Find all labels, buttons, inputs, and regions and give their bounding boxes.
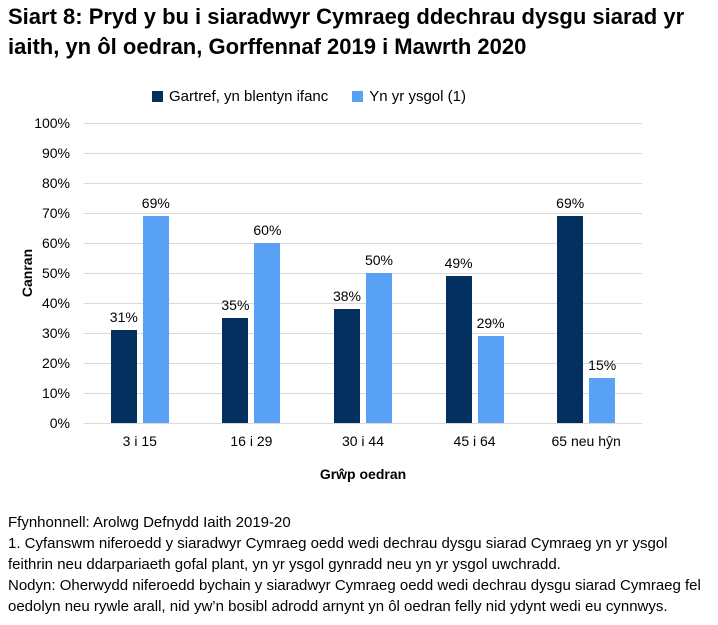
legend: Gartref, yn blentyn ifanc Yn yr ysgol (1) (0, 88, 718, 105)
gridline (84, 423, 642, 424)
y-tick-label: 90% (41, 145, 70, 161)
bar: 60% (253, 222, 281, 423)
bar-value-label: 50% (364, 252, 393, 268)
chart-title: Siart 8: Pryd y bu i siaradwyr Cymraeg d… (8, 4, 685, 59)
y-axis-ticks: 0% 10% 20% 30% 40% 50% 60% 70% 80% 90% 100% (0, 115, 70, 431)
y-tick-label: 80% (41, 175, 70, 191)
gridline (84, 363, 642, 364)
legend-label: Yn yr ysgol (1) (369, 88, 466, 105)
legend-item: Yn yr ysgol (1) (352, 88, 466, 105)
bar-value-label: 31% (109, 309, 138, 325)
bar: 69% (142, 195, 170, 423)
bar-value-label: 38% (332, 288, 361, 304)
footnote-line: Nodyn: Oherwydd niferoedd bychain y siar… (8, 577, 701, 615)
bar-group: 35% 60% (196, 123, 308, 423)
x-tick-label: 16 i 29 (230, 433, 273, 449)
gridline (84, 333, 642, 334)
bar-value-label: 49% (444, 255, 473, 271)
y-tick-label: 40% (41, 295, 70, 311)
bar-value-label: 69% (141, 195, 170, 211)
gridline (84, 213, 642, 214)
bar-group: 38% 50% (307, 123, 419, 423)
x-axis-title: Grŵp oedran (319, 466, 407, 482)
bar: 49% (445, 255, 473, 423)
gridline (84, 123, 642, 124)
bar-value-label: 69% (556, 195, 585, 211)
bar-value-label: 29% (476, 315, 505, 331)
bar-value-label: 35% (221, 297, 250, 313)
bar-group: 31% 69% (84, 123, 196, 423)
legend-label: Gartref, yn blentyn ifanc (169, 88, 329, 105)
footnotes: Ffynhonnell: Arolwg Defnydd Iaith 2019-2… (8, 512, 713, 617)
bar: 29% (477, 315, 505, 423)
gridline (84, 273, 642, 274)
y-tick-label: 50% (41, 265, 70, 281)
y-tick-label: 10% (41, 385, 70, 401)
bar: 69% (556, 195, 584, 423)
bar: 35% (221, 297, 249, 423)
bar: 38% (333, 288, 361, 423)
x-tick-label: 45 i 64 (453, 433, 496, 449)
legend-item: Gartref, yn blentyn ifanc (152, 88, 328, 105)
footnote-line: Ffynhonnell: Arolwg Defnydd Iaith 2019-2… (8, 514, 291, 531)
x-tick-label: 65 neu hŷn (551, 433, 621, 449)
y-tick-label: 60% (41, 235, 70, 251)
y-tick-label: 30% (41, 325, 70, 341)
gridline (84, 243, 642, 244)
bar-group: 49% 29% (419, 123, 531, 423)
gridline (84, 303, 642, 304)
plot-area: 31% 69% 35% 60% 38% 50% 49% 29% 69% 15% (84, 123, 642, 424)
bar-value-label: 60% (253, 222, 282, 238)
bar: 50% (365, 252, 393, 423)
legend-swatch-icon (352, 91, 364, 102)
y-tick-label: 0% (49, 415, 70, 431)
gridline (84, 153, 642, 154)
gridline (84, 393, 642, 394)
bar: 15% (588, 357, 616, 423)
bar-group: 69% 15% (530, 123, 642, 423)
y-tick-label: 20% (41, 355, 70, 371)
bar-value-label: 15% (588, 357, 617, 373)
y-tick-label: 70% (41, 205, 70, 221)
y-tick-label: 100% (34, 115, 70, 131)
legend-swatch-icon (152, 91, 164, 102)
x-tick-label: 3 i 15 (122, 433, 157, 449)
x-tick-label: 30 i 44 (341, 433, 384, 449)
footnote-line: 1. Cyfanswm niferoedd y siaradwyr Cymrae… (8, 535, 668, 573)
gridline (84, 183, 642, 184)
x-axis-ticks: 3 i 15 16 i 29 30 i 44 45 i 64 65 neu hŷn (84, 433, 642, 449)
bar: 31% (110, 309, 138, 423)
